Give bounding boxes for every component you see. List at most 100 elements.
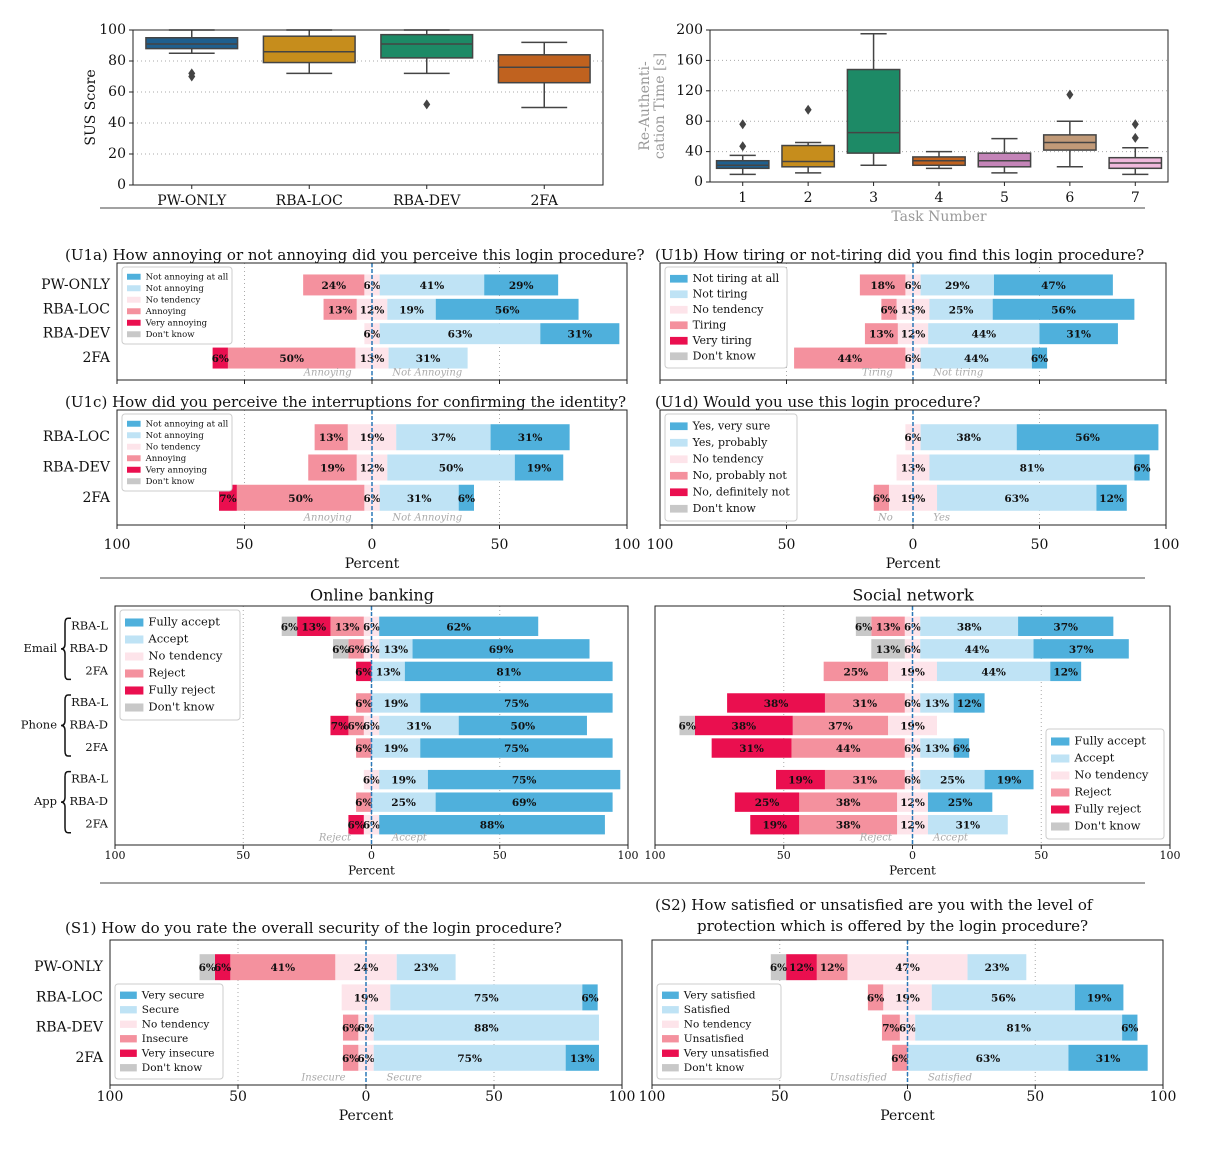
data-label: 6% xyxy=(880,304,897,316)
bar-segment xyxy=(936,661,1051,682)
x-tick-label: 50 xyxy=(1026,1089,1044,1105)
bar-segment xyxy=(379,769,428,790)
legend-label: Accept xyxy=(147,632,188,646)
legend-swatch xyxy=(125,618,144,627)
x-axis-label: Percent xyxy=(880,1108,935,1124)
x-tick-label: 50 xyxy=(491,537,509,553)
outlier xyxy=(188,68,196,79)
group-bracket xyxy=(60,770,71,834)
bar-segment xyxy=(920,769,985,790)
outlier xyxy=(1131,132,1139,143)
bar-segment xyxy=(363,715,380,736)
data-label: 6% xyxy=(347,644,364,656)
box xyxy=(380,33,474,59)
bar-segment xyxy=(881,298,897,320)
data-label: 6% xyxy=(891,1053,908,1065)
bar-segment xyxy=(799,792,898,812)
x-tick-label: 50 xyxy=(236,849,250,862)
data-label: 25% xyxy=(844,666,869,678)
legend-swatch xyxy=(670,321,688,330)
axes-frame xyxy=(654,605,1171,846)
bar-segment xyxy=(1033,639,1129,659)
legend-swatch xyxy=(127,308,141,315)
y-tick-label: 0 xyxy=(694,174,703,190)
data-label: 6% xyxy=(281,621,298,633)
x-tick-label: 100 xyxy=(609,1089,636,1105)
axes-frame xyxy=(132,29,604,186)
data-label: 6% xyxy=(867,992,884,1004)
x-tick-label: PW-ONLY xyxy=(157,193,227,209)
legend-label: No tendency xyxy=(684,1018,752,1030)
legend-swatch xyxy=(125,669,144,678)
y-tick-label: RBA-LOC xyxy=(43,301,110,317)
bar-segment xyxy=(855,616,872,636)
chart-title: Social network xyxy=(852,586,974,605)
data-label: 6% xyxy=(357,1053,374,1065)
legend-label: Not annoying xyxy=(146,284,205,294)
y-tick-label: 2FA xyxy=(85,740,108,754)
bar-segment xyxy=(888,715,937,736)
bar-segment xyxy=(727,693,825,713)
data-label: 6% xyxy=(355,743,372,755)
legend-swatch xyxy=(120,1049,137,1057)
x-tick-label: RBA-LOC xyxy=(276,193,343,209)
legend-label: Not annoying at all xyxy=(146,419,229,429)
legend-swatch xyxy=(127,432,141,439)
legend-label: Fully reject xyxy=(148,683,215,697)
x-tick-label: RBA-DEV xyxy=(393,193,461,209)
bar-segment xyxy=(1074,984,1124,1011)
bar-segment xyxy=(356,693,372,713)
bar-segment xyxy=(824,693,905,713)
bar-segment xyxy=(427,769,621,790)
data-label: 44% xyxy=(972,329,997,341)
data-label: 63% xyxy=(448,329,473,341)
annotation: Not Annoying xyxy=(391,368,462,379)
legend-label: Very secure xyxy=(141,989,205,1001)
box xyxy=(977,152,1032,168)
y-tick-label: RBA-L xyxy=(71,772,108,786)
legend-swatch xyxy=(120,991,137,999)
data-label: 18% xyxy=(870,280,895,292)
legend-swatch xyxy=(662,1035,679,1043)
bar-segment xyxy=(356,298,388,320)
data-label: 6% xyxy=(355,666,372,678)
data-label: 88% xyxy=(474,1023,499,1035)
x-tick-label: 50 xyxy=(771,1089,789,1105)
y-tick-label: 40 xyxy=(108,115,126,131)
legend-label: No tendency xyxy=(693,303,765,316)
data-label: 31% xyxy=(1066,329,1091,341)
data-label: 6% xyxy=(904,743,921,755)
bar-segment xyxy=(786,954,817,981)
bar-segment xyxy=(734,792,800,812)
data-label: 6% xyxy=(355,797,372,809)
bar-segment xyxy=(904,738,921,758)
legend-swatch xyxy=(127,455,141,462)
y-tick-label: 0 xyxy=(117,177,126,193)
data-label: 12% xyxy=(1099,493,1124,505)
bar-segment xyxy=(920,738,954,758)
x-axis-label: Percent xyxy=(886,556,941,572)
bar-segment xyxy=(967,954,1027,981)
data-label: 31% xyxy=(568,329,593,341)
bar-segment xyxy=(904,769,921,790)
bar-segment xyxy=(484,274,559,296)
legend-box xyxy=(656,983,782,1080)
bar-segment xyxy=(888,661,937,682)
y-tick-label: 2FA xyxy=(82,490,110,506)
bar-segment xyxy=(323,298,357,320)
y-tick-label: RBA-DEV xyxy=(36,1020,104,1036)
legend-swatch xyxy=(125,635,144,644)
y-axis-label: Re-Authenti- xyxy=(637,61,653,151)
data-label: 6% xyxy=(212,353,229,365)
data-label: 19% xyxy=(384,743,409,755)
group-bracket xyxy=(60,694,71,757)
bar-segment xyxy=(1039,323,1118,345)
box xyxy=(846,68,901,154)
legend-swatch xyxy=(670,455,688,464)
bar-segment xyxy=(379,616,539,636)
bar-segment xyxy=(379,815,605,835)
legend-label: Not tiring at all xyxy=(693,272,780,285)
data-label: 6% xyxy=(855,621,872,633)
bar-segment xyxy=(308,454,357,481)
